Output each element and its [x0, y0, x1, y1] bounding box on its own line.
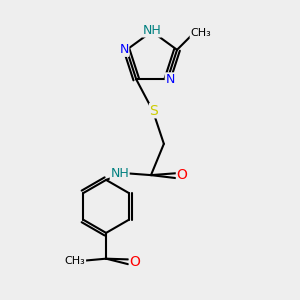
- Text: O: O: [129, 255, 140, 268]
- Text: CH₃: CH₃: [65, 256, 85, 266]
- Text: N: N: [165, 73, 175, 86]
- Text: N: N: [119, 43, 129, 56]
- Text: NH: NH: [110, 167, 129, 180]
- Text: S: S: [150, 104, 158, 118]
- Text: CH₃: CH₃: [190, 28, 211, 38]
- Text: O: O: [176, 169, 187, 182]
- Text: NH: NH: [142, 24, 161, 37]
